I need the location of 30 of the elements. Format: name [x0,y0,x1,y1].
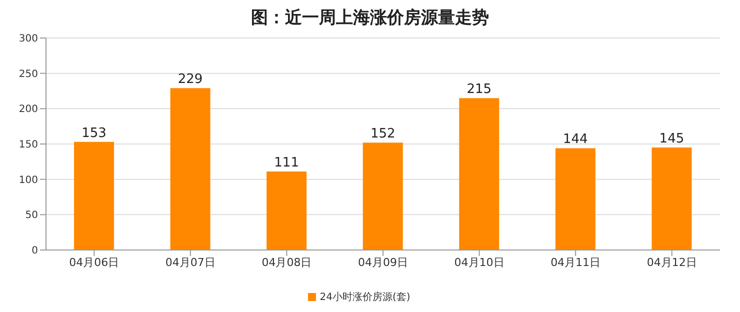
legend-label: 24小时涨价房源(套) [320,292,410,303]
y-tick-label: 100 [18,174,38,186]
data-label: 111 [274,156,299,171]
bar [266,172,307,250]
chart-title: 图：近一周上海涨价房源量走势 [250,8,490,30]
y-tick-label: 0 [32,246,38,257]
bar [362,142,403,250]
data-label: 229 [178,72,203,88]
bar [652,148,692,250]
bar [170,88,210,250]
x-tick-label: 04月06日 [69,256,120,269]
y-tick-label: 300 [18,34,38,45]
data-label: 144 [563,132,588,148]
y-tick-label: 150 [18,140,38,151]
x-tick-label: 04月12日 [646,256,697,269]
x-tick-label: 04月07日 [165,256,216,269]
y-tick-label: 50 [25,210,38,222]
bar [459,98,500,250]
data-label: 152 [370,126,396,142]
y-tick-label: 200 [18,104,38,116]
data-label: 145 [659,132,684,147]
data-label: 215 [466,82,492,98]
bar [555,148,596,250]
x-tick-label: 04月11日 [550,256,601,269]
y-tick-label: 250 [18,68,38,80]
x-tick-label: 04月10日 [454,256,504,269]
bar [74,142,114,250]
x-tick-label: 04月09日 [358,256,408,269]
x-tick-label: 04月08日 [262,256,312,269]
data-label: 153 [82,126,106,141]
